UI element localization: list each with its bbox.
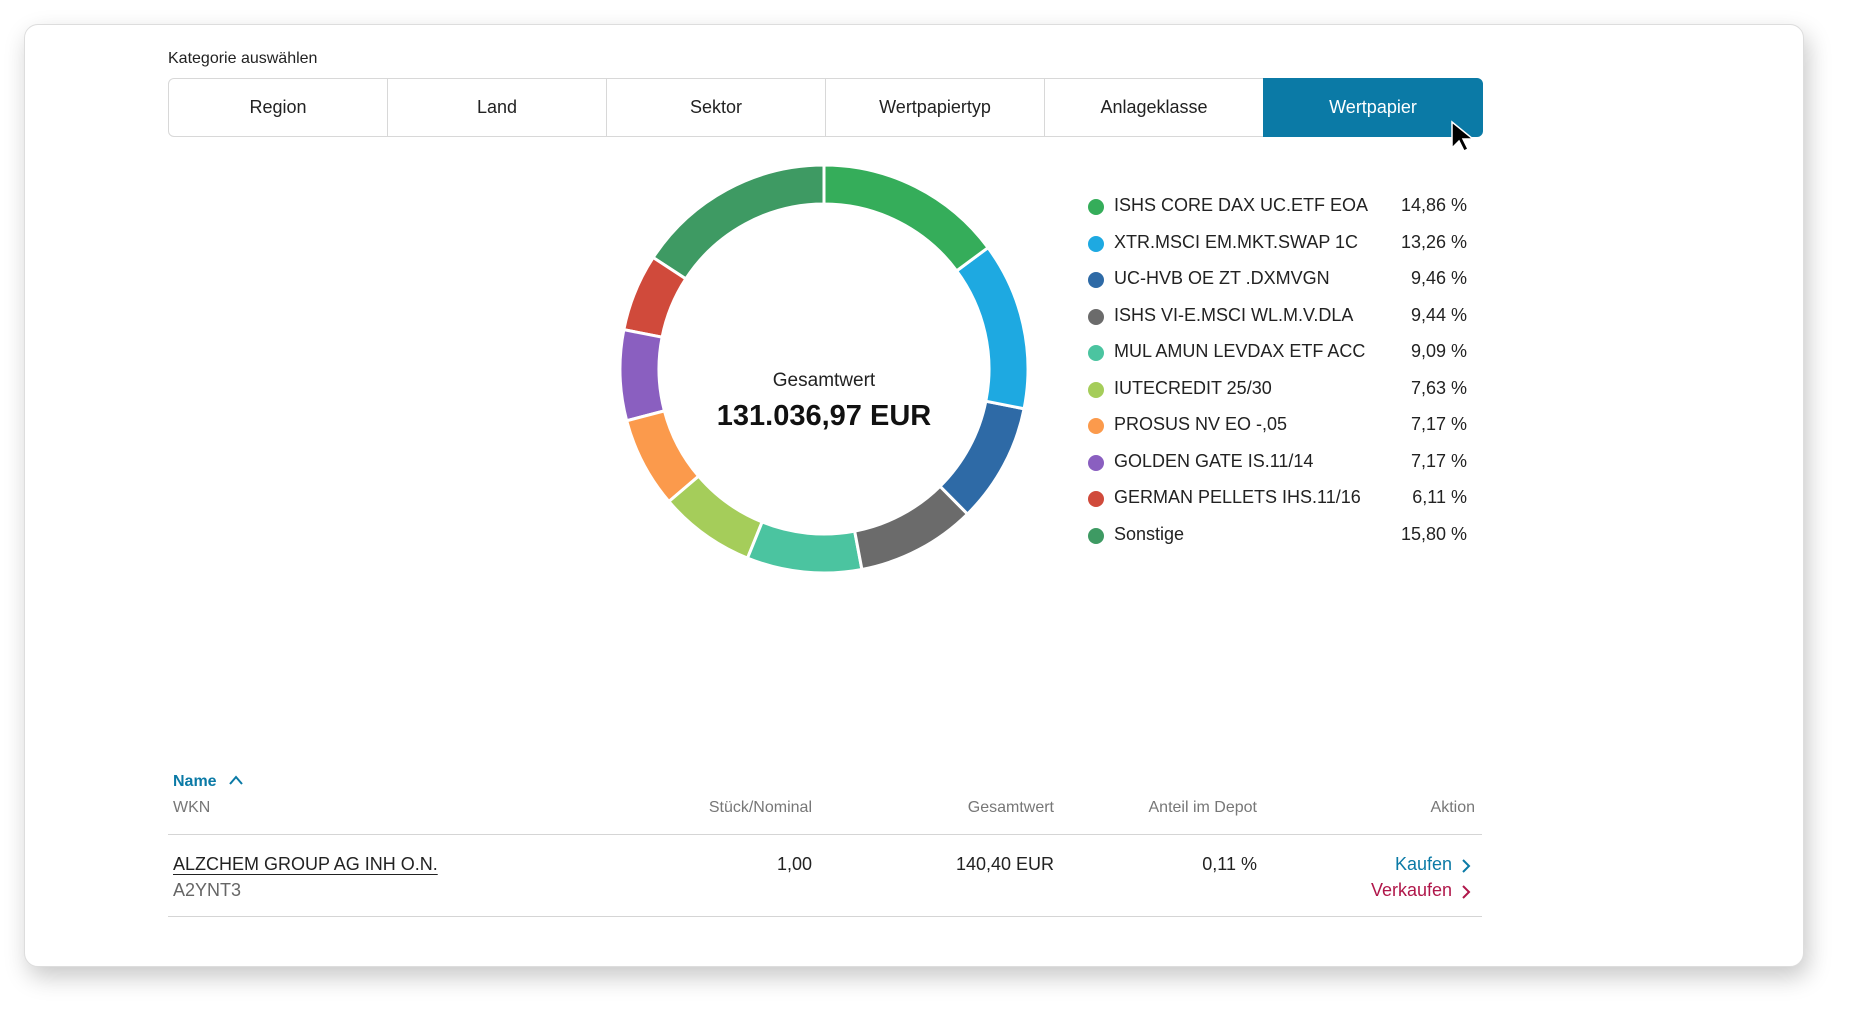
legend-label: MUL AMUN LEVDAX ETF ACC: [1114, 341, 1366, 361]
legend-marker: [1088, 199, 1104, 215]
legend-value: 7,17 %: [1410, 414, 1467, 434]
share: 0,11 %: [1202, 854, 1257, 874]
tab[interactable]: Anlageklasse: [1044, 78, 1264, 137]
column-header: WKN: [173, 799, 211, 816]
security-name[interactable]: ALZCHEM GROUP AG INH O.N.: [173, 854, 438, 874]
sort-header[interactable]: Name: [173, 773, 217, 790]
total-value: 140,40 EUR: [955, 854, 1054, 874]
quantity: 1,00: [776, 854, 812, 874]
legend-label: PROSUS NV EO -,05: [1114, 414, 1288, 434]
card: [24, 24, 1804, 967]
legend-label: Sonstige: [1114, 523, 1185, 544]
legend-value: 9,09 %: [1410, 341, 1467, 361]
legend-label: IUTECREDIT 25/30: [1114, 377, 1272, 398]
column-header: Gesamtwert: [967, 799, 1054, 816]
legend-marker: [1088, 308, 1104, 325]
chevron: [1462, 885, 1471, 899]
legend-marker: [1088, 418, 1104, 434]
legend-label: ISHS VI-E.MSCI WL.M.V.DLA: [1114, 304, 1354, 325]
legend-value: 9,46 %: [1410, 268, 1467, 288]
legend-label: XTR.MSCI EM.MKT.SWAP 1C: [1114, 231, 1359, 252]
tab[interactable]: Wertpapier: [1263, 78, 1483, 137]
sell-link[interactable]: Verkaufen: [1370, 880, 1452, 900]
column-header: Aktion: [1430, 799, 1475, 816]
legend-value: 6,11 %: [1412, 487, 1467, 507]
legend-value: 9,44 %: [1410, 304, 1467, 325]
legend-marker: [1088, 235, 1104, 252]
column-header: Anteil im Depot: [1148, 799, 1258, 816]
tab[interactable]: Land: [387, 78, 607, 137]
tab[interactable]: Region: [168, 78, 388, 137]
category-label: Kategorie auswählen: [168, 50, 318, 67]
mouse-cursor: [1451, 120, 1476, 153]
legend-label: GOLDEN GATE IS.11/14: [1114, 450, 1314, 471]
divider: [168, 916, 1482, 917]
legend-marker: [1088, 491, 1104, 507]
sort-icon: [229, 775, 243, 785]
legend-value: 13,26 %: [1400, 231, 1467, 252]
tab[interactable]: Sektor: [606, 78, 826, 137]
legend-label: GERMAN PELLETS IHS.11/16: [1114, 487, 1361, 507]
legend-marker: [1088, 381, 1104, 398]
legend-value: 7,17 %: [1410, 450, 1467, 471]
legend-label: UC-HVB OE ZT .DXMVGN: [1114, 268, 1330, 288]
legend-value: 14,86 %: [1400, 195, 1467, 215]
wkn: A2YNT3: [173, 880, 242, 900]
legend-marker: [1088, 272, 1104, 288]
legend-value: 7,63 %: [1410, 377, 1467, 398]
tab[interactable]: Wertpapiertyp: [825, 78, 1045, 137]
chevron: [1462, 859, 1471, 873]
legend-marker: [1088, 454, 1104, 471]
legend-marker: [1088, 527, 1104, 544]
legend-label: ISHS CORE DAX UC.ETF EOA: [1114, 195, 1369, 215]
legend-value: 15,80 %: [1400, 523, 1467, 544]
column-header: Stück/Nominal: [708, 799, 812, 816]
divider: [168, 834, 1482, 835]
legend-marker: [1088, 345, 1104, 361]
buy-link[interactable]: Kaufen: [1394, 854, 1452, 874]
